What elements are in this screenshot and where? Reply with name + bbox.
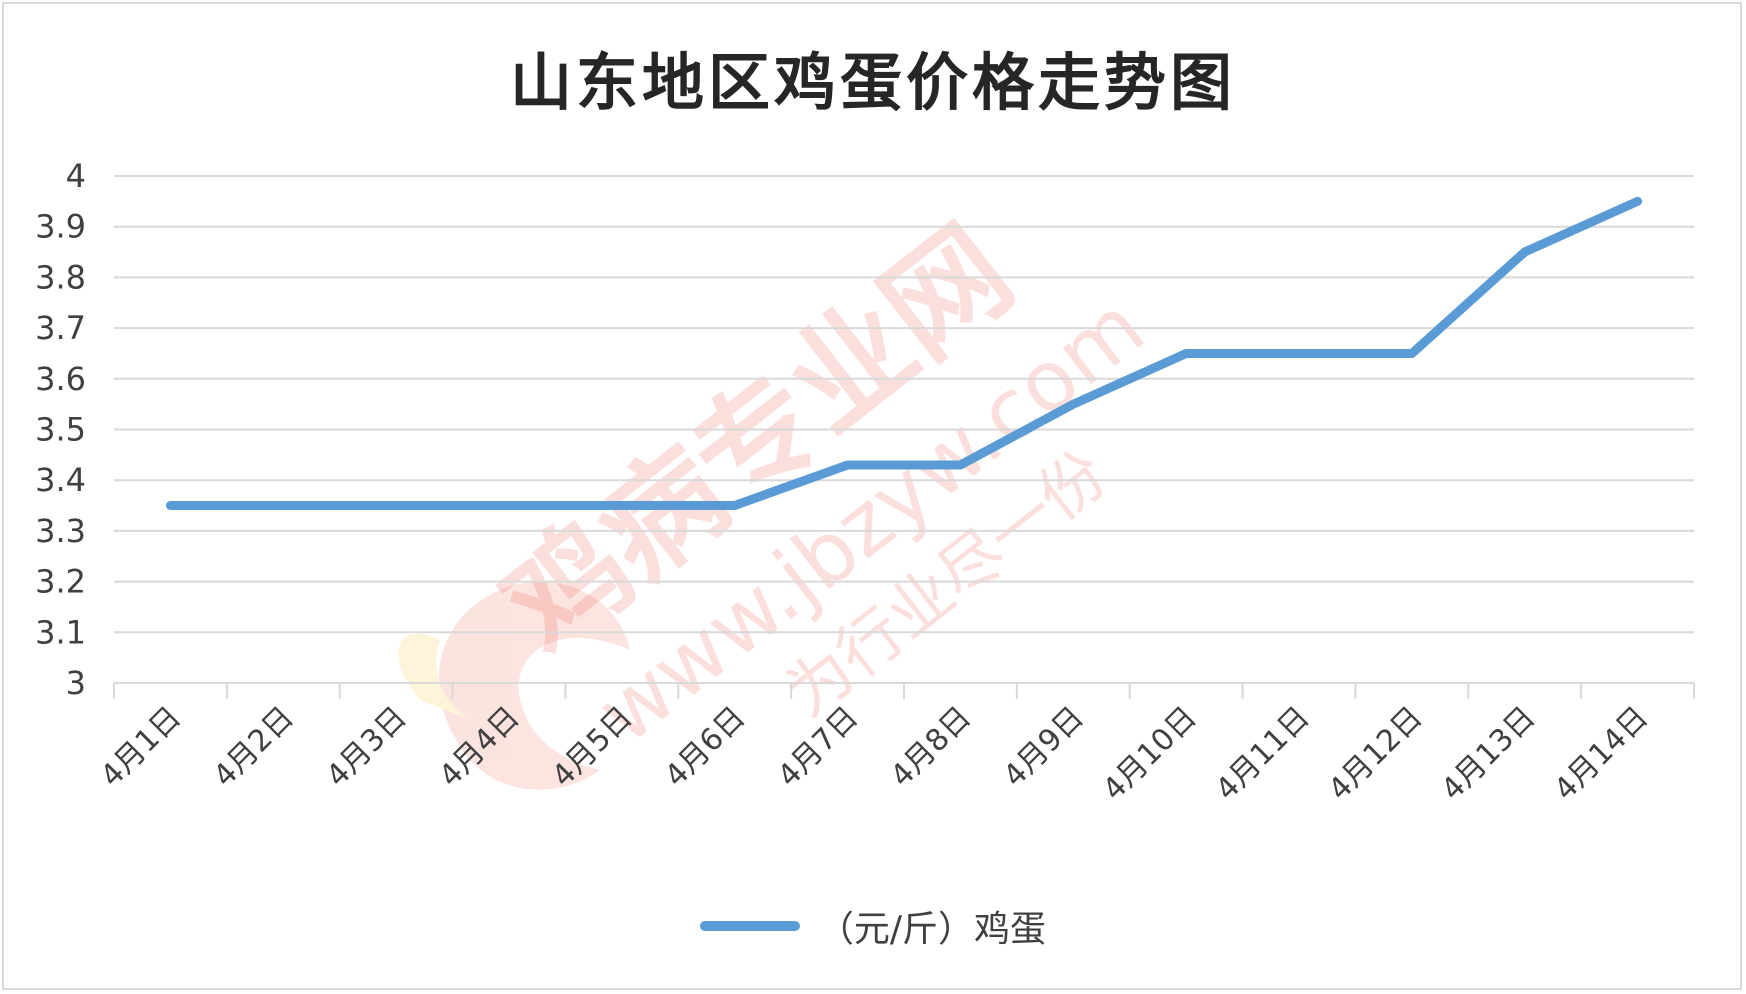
y-tick-label: 3.6 [35, 360, 86, 398]
x-tick-label: 4月4日 [432, 700, 526, 794]
y-tick-label: 3 [66, 664, 86, 702]
x-tick-label: 4月3日 [320, 700, 414, 794]
x-tick-label: 4月12日 [1322, 700, 1430, 808]
x-tick-label: 4月5日 [545, 700, 639, 794]
legend-swatch [699, 921, 800, 931]
y-tick-label: 3.3 [35, 512, 86, 550]
x-tick-label: 4月9日 [997, 700, 1091, 794]
x-tick-label: 4月8日 [884, 700, 978, 794]
chart-title: 山东地区鸡蛋价格走势图 [509, 46, 1236, 119]
x-tick-label: 4月13日 [1435, 700, 1543, 808]
y-tick-label: 3.9 [35, 208, 86, 246]
x-axis-tick-labels: 4月1日 4月2日 4月3日 4月4日 4月5日 4月6日 4月7日 4月8日 4月9日 4月10… [94, 700, 1655, 808]
x-tick-label: 4月2日 [207, 700, 301, 794]
series-line-0 [165, 196, 1643, 510]
y-tick-label: 3.8 [35, 258, 86, 296]
y-tick-label: 3.1 [35, 613, 86, 651]
x-axis [113, 682, 1695, 699]
x-tick-label: 4月1日 [94, 700, 188, 794]
legend-label-egg: （元/斤）鸡蛋 [817, 909, 1047, 950]
x-tick-label: 4月14日 [1548, 700, 1656, 808]
x-tick-label: 4月6日 [658, 700, 752, 794]
y-tick-label: 3.5 [35, 411, 86, 449]
y-tick-label: 3.4 [35, 461, 86, 499]
legend: （元/斤）鸡蛋 [0, 900, 1746, 952]
y-tick-label: 3.2 [35, 563, 86, 601]
gridlines [114, 175, 1694, 634]
y-tick-label: 3.7 [35, 309, 86, 347]
series-lines [165, 196, 1643, 510]
y-tick-label: 4 [66, 157, 86, 195]
x-tick-label: 4月11日 [1209, 700, 1317, 808]
x-tick-label: 4月10日 [1096, 700, 1204, 808]
y-axis-tick-labels: 3 3.1 3.2 3.3 3.4 3.5 3.6 3.7 3.8 3.9 4 [35, 157, 86, 702]
x-tick-label: 4月7日 [771, 700, 865, 794]
